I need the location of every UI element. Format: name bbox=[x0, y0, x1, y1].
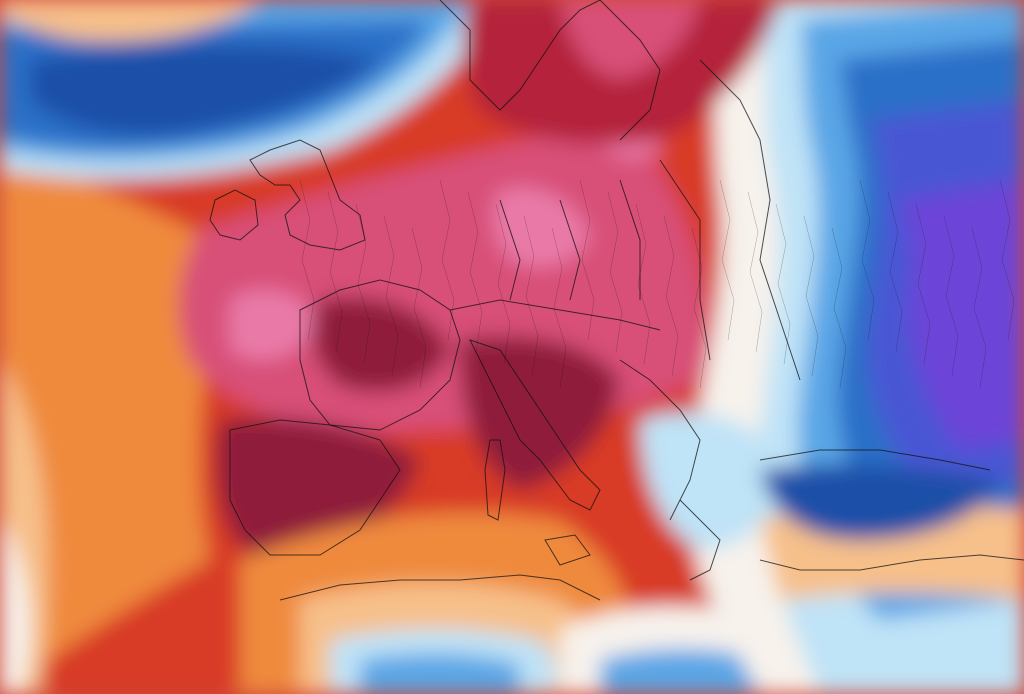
country-borders bbox=[209, 0, 1024, 601]
border-line bbox=[599, 0, 661, 141]
maroon-france bbox=[311, 297, 450, 392]
border-line bbox=[559, 199, 581, 301]
admin-border-line bbox=[999, 179, 1015, 341]
border-line bbox=[449, 299, 661, 331]
admin-border-line bbox=[327, 191, 343, 353]
admin-border-line bbox=[523, 215, 539, 377]
border-line bbox=[759, 449, 991, 471]
admin-border-line bbox=[439, 179, 455, 341]
admin-border-line bbox=[495, 203, 511, 365]
admin-border-line bbox=[887, 191, 903, 353]
hot-spot-central-europe bbox=[493, 187, 590, 267]
border-line bbox=[484, 439, 506, 521]
admin-border-line bbox=[383, 215, 399, 377]
maroon-italy bbox=[460, 336, 620, 490]
admin-border-line bbox=[719, 179, 735, 341]
border-line bbox=[299, 279, 461, 431]
admin-border-line bbox=[859, 179, 875, 341]
admin-border-line bbox=[551, 227, 567, 389]
admin-border-line bbox=[943, 215, 959, 377]
border-line bbox=[699, 59, 801, 381]
admin-border-line bbox=[411, 227, 427, 389]
admin-border-line bbox=[803, 215, 819, 377]
border-line bbox=[499, 199, 521, 301]
border-line bbox=[544, 534, 591, 566]
border-line bbox=[619, 179, 641, 300]
border-line bbox=[209, 189, 259, 241]
cool-north-africa bbox=[360, 653, 520, 694]
admin-border-line bbox=[747, 191, 763, 353]
border-line bbox=[439, 0, 601, 111]
near-zero-balkans bbox=[640, 412, 790, 550]
admin-border-line bbox=[915, 203, 931, 365]
admin-border-line bbox=[971, 227, 987, 389]
warm-band-west bbox=[0, 140, 230, 694]
very-cold-violet-east bbox=[900, 180, 1024, 450]
border-line bbox=[659, 159, 711, 361]
admin-border-line bbox=[775, 203, 791, 365]
border-line bbox=[249, 139, 366, 251]
border-line bbox=[229, 419, 401, 556]
neutral-band-west bbox=[0, 520, 31, 694]
admin-border-line bbox=[467, 191, 483, 353]
admin-border-line bbox=[607, 191, 623, 353]
admin-border-line bbox=[691, 227, 707, 389]
pink-scandinavia bbox=[560, 0, 700, 80]
cool-libya bbox=[600, 648, 760, 694]
admin-border-line bbox=[579, 179, 595, 341]
admin-border-line bbox=[299, 179, 315, 341]
hot-spot-bay-of-biscay bbox=[230, 289, 320, 360]
border-line bbox=[619, 359, 701, 521]
admin-border-line bbox=[663, 215, 679, 377]
border-line bbox=[469, 339, 601, 511]
deep-cold-black-sea bbox=[760, 464, 1000, 540]
border-line bbox=[279, 574, 601, 601]
admin-border-line bbox=[635, 203, 651, 365]
admin-border-line bbox=[355, 203, 371, 365]
admin-border-line bbox=[831, 227, 847, 389]
mild-top-left bbox=[0, 0, 260, 41]
border-line bbox=[679, 499, 721, 581]
deep-cold-north-atlantic bbox=[30, 45, 380, 136]
border-line bbox=[759, 554, 1024, 571]
